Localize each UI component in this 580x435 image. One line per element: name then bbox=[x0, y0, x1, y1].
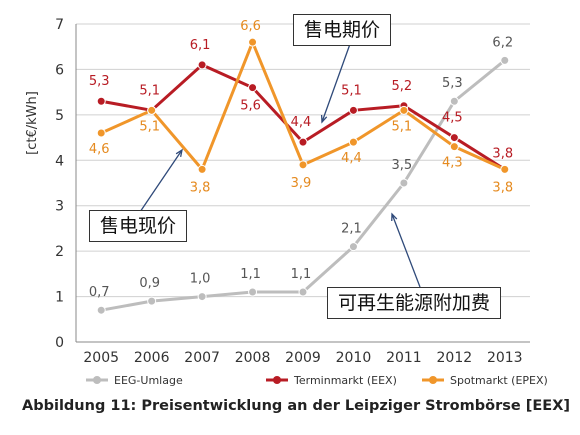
y-tick-label: 6 bbox=[55, 62, 64, 78]
callout-spot-price: 售电现价 bbox=[89, 210, 188, 242]
data-point bbox=[348, 242, 358, 252]
callout-arrow-head bbox=[175, 148, 183, 157]
data-label: 1,1 bbox=[240, 267, 261, 282]
data-point bbox=[248, 83, 258, 93]
data-point bbox=[399, 178, 409, 188]
callout-futures-price: 售电期价 bbox=[293, 14, 392, 46]
data-point bbox=[449, 142, 459, 152]
data-label: 5,2 bbox=[392, 79, 413, 94]
data-label: 3,8 bbox=[492, 180, 513, 195]
y-tick-label: 2 bbox=[55, 244, 64, 260]
data-point bbox=[197, 164, 207, 174]
data-point bbox=[449, 96, 459, 106]
data-point bbox=[96, 128, 106, 138]
x-tick-label: 2013 bbox=[487, 350, 523, 366]
x-tick-label: 2009 bbox=[285, 350, 321, 366]
callout-arrow bbox=[391, 213, 421, 288]
data-label: 4,4 bbox=[341, 151, 362, 166]
y-tick-label: 7 bbox=[55, 17, 64, 33]
data-label: 4,6 bbox=[89, 142, 110, 157]
data-point bbox=[197, 292, 207, 302]
data-point bbox=[298, 160, 308, 170]
legend-marker bbox=[429, 376, 437, 384]
data-label: 1,1 bbox=[291, 267, 312, 282]
data-point bbox=[449, 133, 459, 143]
data-point bbox=[500, 164, 510, 174]
data-label: 6,6 bbox=[240, 19, 261, 34]
data-point bbox=[147, 296, 157, 306]
data-label: 3,8 bbox=[190, 180, 211, 195]
callout-arrow bbox=[139, 149, 183, 213]
data-point bbox=[348, 137, 358, 147]
data-label: 4,4 bbox=[291, 115, 312, 130]
legend-label: EEG-Umlage bbox=[114, 374, 183, 387]
data-point bbox=[248, 37, 258, 47]
data-label: 5,1 bbox=[392, 119, 413, 134]
data-label: 5,1 bbox=[139, 119, 160, 134]
legend-marker bbox=[93, 376, 101, 384]
y-axis-title: [ct€/kWh] bbox=[25, 91, 40, 155]
figure-caption: Abbildung 11: Preisentwicklung an der Le… bbox=[22, 398, 571, 414]
data-point bbox=[147, 105, 157, 115]
legend-label: Spotmarkt (EPEX) bbox=[450, 374, 548, 387]
x-tick-label: 2007 bbox=[184, 350, 220, 366]
x-tick-label: 2008 bbox=[235, 350, 271, 366]
data-label: 3,9 bbox=[291, 176, 312, 191]
data-label: 4,3 bbox=[442, 156, 463, 171]
x-tick-label: 2010 bbox=[336, 350, 372, 366]
data-point bbox=[197, 60, 207, 70]
data-point bbox=[298, 137, 308, 147]
data-label: 5,6 bbox=[240, 99, 261, 114]
data-label: 5,1 bbox=[139, 83, 160, 98]
data-label: 5,3 bbox=[89, 74, 110, 89]
callout-arrow-head bbox=[391, 212, 398, 222]
data-label: 2,1 bbox=[341, 222, 362, 237]
data-label: 3,5 bbox=[392, 158, 413, 173]
y-tick-label: 0 bbox=[55, 335, 64, 351]
callout-arrow-head bbox=[320, 114, 328, 124]
legend-label: Terminmarkt (EEX) bbox=[293, 374, 397, 387]
callout-arrow bbox=[321, 43, 351, 123]
x-tick-label: 2011 bbox=[386, 350, 422, 366]
data-point bbox=[348, 105, 358, 115]
data-label: 5,3 bbox=[442, 76, 463, 91]
data-point bbox=[96, 96, 106, 106]
y-tick-label: 4 bbox=[55, 153, 64, 169]
data-point bbox=[298, 287, 308, 297]
data-label: 1,0 bbox=[190, 272, 211, 287]
series-line bbox=[100, 40, 506, 171]
data-label: 6,2 bbox=[492, 35, 513, 50]
y-tick-label: 5 bbox=[55, 108, 64, 124]
data-point bbox=[399, 105, 409, 115]
y-tick-label: 3 bbox=[55, 199, 64, 215]
data-label: 0,9 bbox=[139, 276, 160, 291]
x-tick-label: 2006 bbox=[134, 350, 170, 366]
data-label: 0,7 bbox=[89, 285, 110, 300]
data-label: 6,1 bbox=[190, 38, 211, 53]
callout-renewable-surcharge: 可再生能源附加费 bbox=[327, 287, 502, 319]
data-point bbox=[96, 305, 106, 315]
data-label: 3,8 bbox=[492, 146, 513, 161]
x-tick-label: 2012 bbox=[437, 350, 473, 366]
data-point bbox=[500, 55, 510, 65]
legend-marker bbox=[273, 376, 281, 384]
data-label: 5,1 bbox=[341, 83, 362, 98]
x-tick-label: 2005 bbox=[83, 350, 119, 366]
data-point bbox=[248, 287, 258, 297]
data-label: 4,5 bbox=[442, 111, 463, 126]
line-chart: 0 1 2 3 4 5 6 7 [ct€/kWh] 2005 2006 2007 2008 2009 201… bbox=[25, 17, 548, 387]
y-tick-label: 1 bbox=[55, 290, 64, 306]
